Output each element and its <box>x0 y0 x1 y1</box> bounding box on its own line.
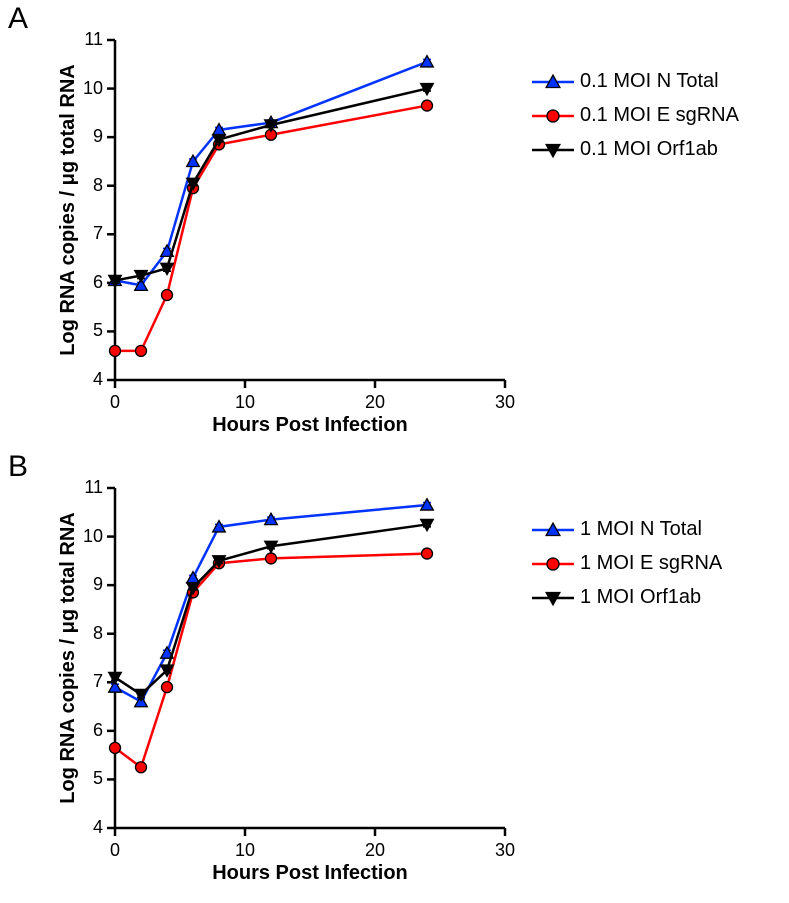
panel-label-b: B <box>8 450 28 484</box>
legend-swatch <box>530 588 578 608</box>
legend-swatch <box>530 106 578 126</box>
legend-item: 1 MOI Orf1ab <box>530 586 701 609</box>
legend-label: 0.1 MOI N Total <box>580 70 719 93</box>
plot-svg-a <box>65 0 555 430</box>
legend-item: 0.1 MOI E sgRNA <box>530 104 739 127</box>
x-tick-label: 30 <box>490 840 520 861</box>
legend-swatch <box>530 520 578 540</box>
x-tick-label: 0 <box>100 840 130 861</box>
legend-item: 0.1 MOI Orf1ab <box>530 138 718 161</box>
x-tick-label: 30 <box>490 392 520 413</box>
y-axis-title: Log RNA copies / μg total RNA <box>57 40 80 380</box>
x-axis-title: Hours Post Infection <box>115 862 505 885</box>
x-tick-label: 10 <box>230 392 260 413</box>
x-axis-title: Hours Post Infection <box>115 414 505 437</box>
panel-label-a: A <box>8 2 28 36</box>
legend-item: 1 MOI N Total <box>530 518 702 541</box>
legend-item: 0.1 MOI N Total <box>530 70 719 93</box>
legend-swatch <box>530 140 578 160</box>
legend-label: 0.1 MOI Orf1ab <box>580 138 718 161</box>
legend-swatch <box>530 554 578 574</box>
legend-label: 0.1 MOI E sgRNA <box>580 104 739 127</box>
legend-label: 1 MOI N Total <box>580 518 702 541</box>
legend-swatch <box>530 72 578 92</box>
x-tick-label: 20 <box>360 392 390 413</box>
y-axis-title: Log RNA copies / μg total RNA <box>57 488 80 828</box>
x-tick-label: 10 <box>230 840 260 861</box>
legend-label: 1 MOI E sgRNA <box>580 552 722 575</box>
x-tick-label: 20 <box>360 840 390 861</box>
legend-item: 1 MOI E sgRNA <box>530 552 722 575</box>
plot-svg-b <box>65 438 555 878</box>
figure-root: A01020304567891011Hours Post InfectionLo… <box>0 0 789 903</box>
x-tick-label: 0 <box>100 392 130 413</box>
legend-label: 1 MOI Orf1ab <box>580 586 701 609</box>
